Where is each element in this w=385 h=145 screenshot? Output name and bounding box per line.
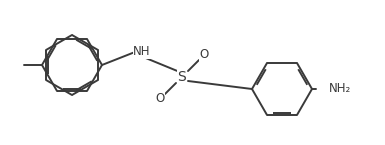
Text: O: O [199, 48, 209, 61]
Text: S: S [177, 70, 186, 84]
Text: O: O [156, 93, 165, 106]
Text: NH: NH [133, 46, 151, 58]
Text: NH₂: NH₂ [329, 83, 351, 96]
